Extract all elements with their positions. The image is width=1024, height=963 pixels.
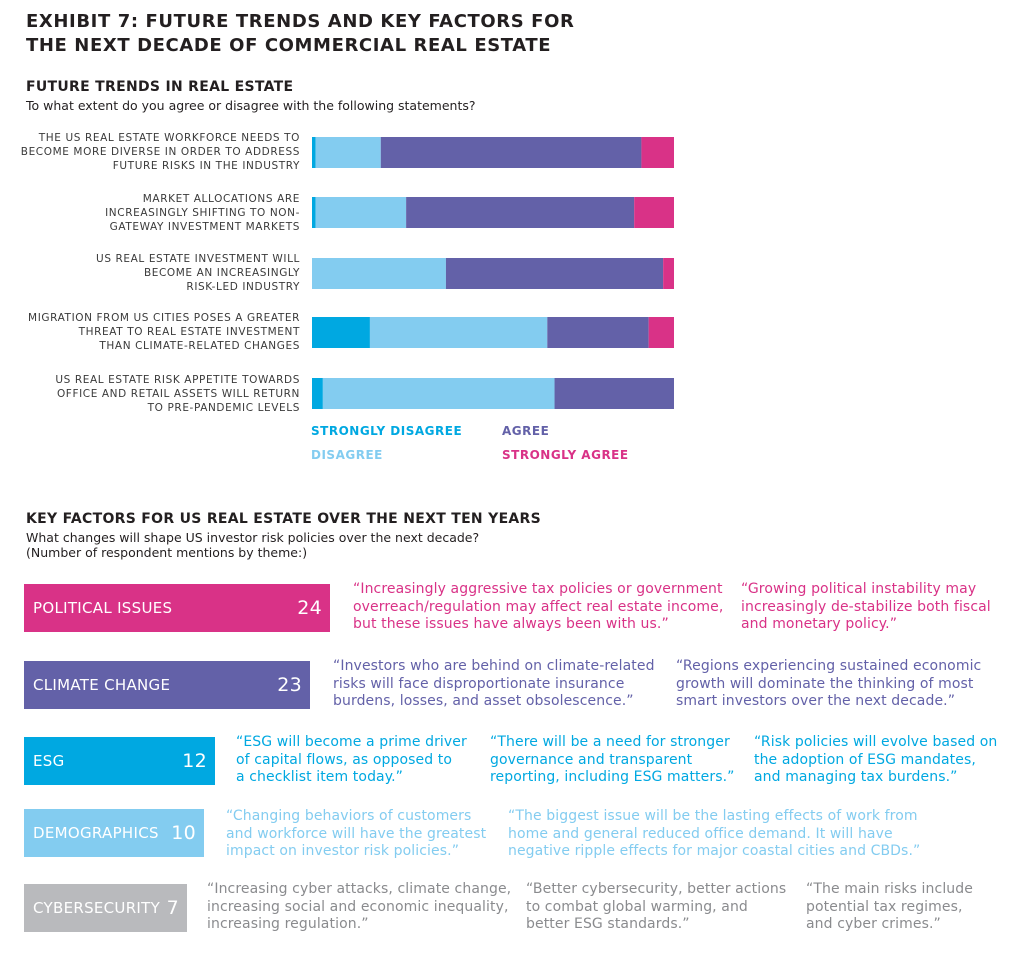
quote-cybersecurity-2: “Better cybersecurity, better actions to…: [526, 881, 787, 932]
stacked-bar-chart: [312, 137, 674, 409]
bar-label-market-allocations: MARKET ALLOCATIONS ARE INCREASINGLY SHIF…: [105, 193, 300, 233]
quote-climate-1: “Investors who are behind on climate-rel…: [333, 658, 655, 709]
bar-segment-5-strongly-disagree: [312, 378, 323, 409]
legend-strongly-disagree: STRONGLY DISAGREE: [311, 424, 463, 438]
page-title: EXHIBIT 7: FUTURE TRENDS AND KEY FACTORS…: [26, 10, 574, 58]
bar-segment-2-strongly-disagree: [312, 197, 316, 228]
theme-count: 7: [166, 897, 179, 919]
bar-segment-4-strongly-disagree: [312, 317, 370, 348]
quote-esg-1: “ESG will become a prime driver of capit…: [236, 734, 467, 785]
quote-political-2: “Growing political instability may incre…: [741, 581, 991, 632]
quote-cybersecurity-1: “Increasing cyber attacks, climate chang…: [207, 881, 512, 932]
theme-label: DEMOGRAPHICS: [33, 824, 159, 842]
theme-box-political-issues: POLITICAL ISSUES 24: [24, 584, 330, 632]
legend-agree: AGREE: [502, 424, 550, 438]
theme-count: 10: [171, 822, 196, 844]
key-factors-subtitle-2: (Number of respondent mentions by theme:…: [26, 545, 308, 560]
key-factors-subtitle-1: What changes will shape US investor risk…: [26, 530, 480, 545]
bar-segment-3-disagree: [312, 258, 446, 289]
quote-esg-2: “There will be a need for stronger gover…: [490, 734, 735, 785]
bar-segment-4-disagree: [369, 317, 548, 348]
page-title-line-2: THE NEXT DECADE OF COMMERCIAL REAL ESTAT…: [26, 35, 552, 56]
bar-segment-3-strongly-agree: [663, 258, 674, 289]
theme-count: 12: [182, 750, 207, 772]
quote-cybersecurity-3: “The main risks include potential tax re…: [806, 881, 973, 932]
bar-segment-5-agree: [554, 378, 674, 409]
key-factors-title: KEY FACTORS FOR US REAL ESTATE OVER THE …: [26, 511, 542, 527]
quote-demographics-1: “Changing behaviors of customers and wor…: [226, 808, 487, 859]
bar-segment-4-agree: [547, 317, 649, 348]
quote-esg-3: “Risk policies will evolve based on the …: [754, 734, 998, 785]
theme-box-demographics: DEMOGRAPHICS 10: [24, 809, 204, 857]
theme-box-climate-change: CLIMATE CHANGE 23: [24, 661, 310, 709]
bar-segment-2-agree: [406, 197, 635, 228]
bar-segment-2-disagree: [315, 197, 407, 228]
bar-segment-4-strongly-agree: [648, 317, 674, 348]
theme-label: ESG: [33, 752, 65, 770]
bar-label-migration-threat: MIGRATION FROM US CITIES POSES A GREATER…: [28, 312, 300, 352]
bar-segment-2-strongly-agree: [634, 197, 674, 228]
theme-label: POLITICAL ISSUES: [33, 599, 173, 617]
trends-section-title: FUTURE TRENDS IN REAL ESTATE: [26, 79, 294, 95]
theme-label: CLIMATE CHANGE: [33, 676, 171, 694]
bar-label-risk-led-industry: US REAL ESTATE INVESTMENT WILL BECOME AN…: [96, 253, 300, 293]
trends-section-subtitle: To what extent do you agree or disagree …: [26, 98, 476, 113]
quote-climate-2: “Regions experiencing sustained economic…: [676, 658, 982, 709]
theme-label: CYBERSECURITY: [33, 899, 161, 917]
quote-demographics-2: “The biggest issue will be the lasting e…: [508, 808, 921, 859]
bar-segment-1-strongly-agree: [641, 137, 674, 168]
bar-segment-3-agree: [445, 258, 664, 289]
bar-label-workforce-diversity: THE US REAL ESTATE WORKFORCE NEEDS TO BE…: [20, 132, 300, 172]
legend-disagree: DISAGREE: [311, 448, 383, 462]
bar-segment-1-agree: [380, 137, 642, 168]
theme-count: 23: [277, 674, 302, 696]
theme-box-esg: ESG 12: [24, 737, 215, 785]
quote-political-1: “Increasingly aggressive tax policies or…: [353, 581, 724, 632]
page-title-line-1: EXHIBIT 7: FUTURE TRENDS AND KEY FACTORS…: [26, 11, 575, 32]
bar-label-risk-appetite: US REAL ESTATE RISK APPETITE TOWARDS OFF…: [55, 374, 300, 414]
theme-count: 24: [297, 597, 322, 619]
legend-strongly-agree: STRONGLY AGREE: [502, 448, 629, 462]
bar-segment-1-disagree: [315, 137, 381, 168]
bar-segment-5-disagree: [322, 378, 555, 409]
bar-segment-1-strongly-disagree: [312, 137, 316, 168]
theme-box-cybersecurity: CYBERSECURITY 7: [24, 884, 187, 932]
